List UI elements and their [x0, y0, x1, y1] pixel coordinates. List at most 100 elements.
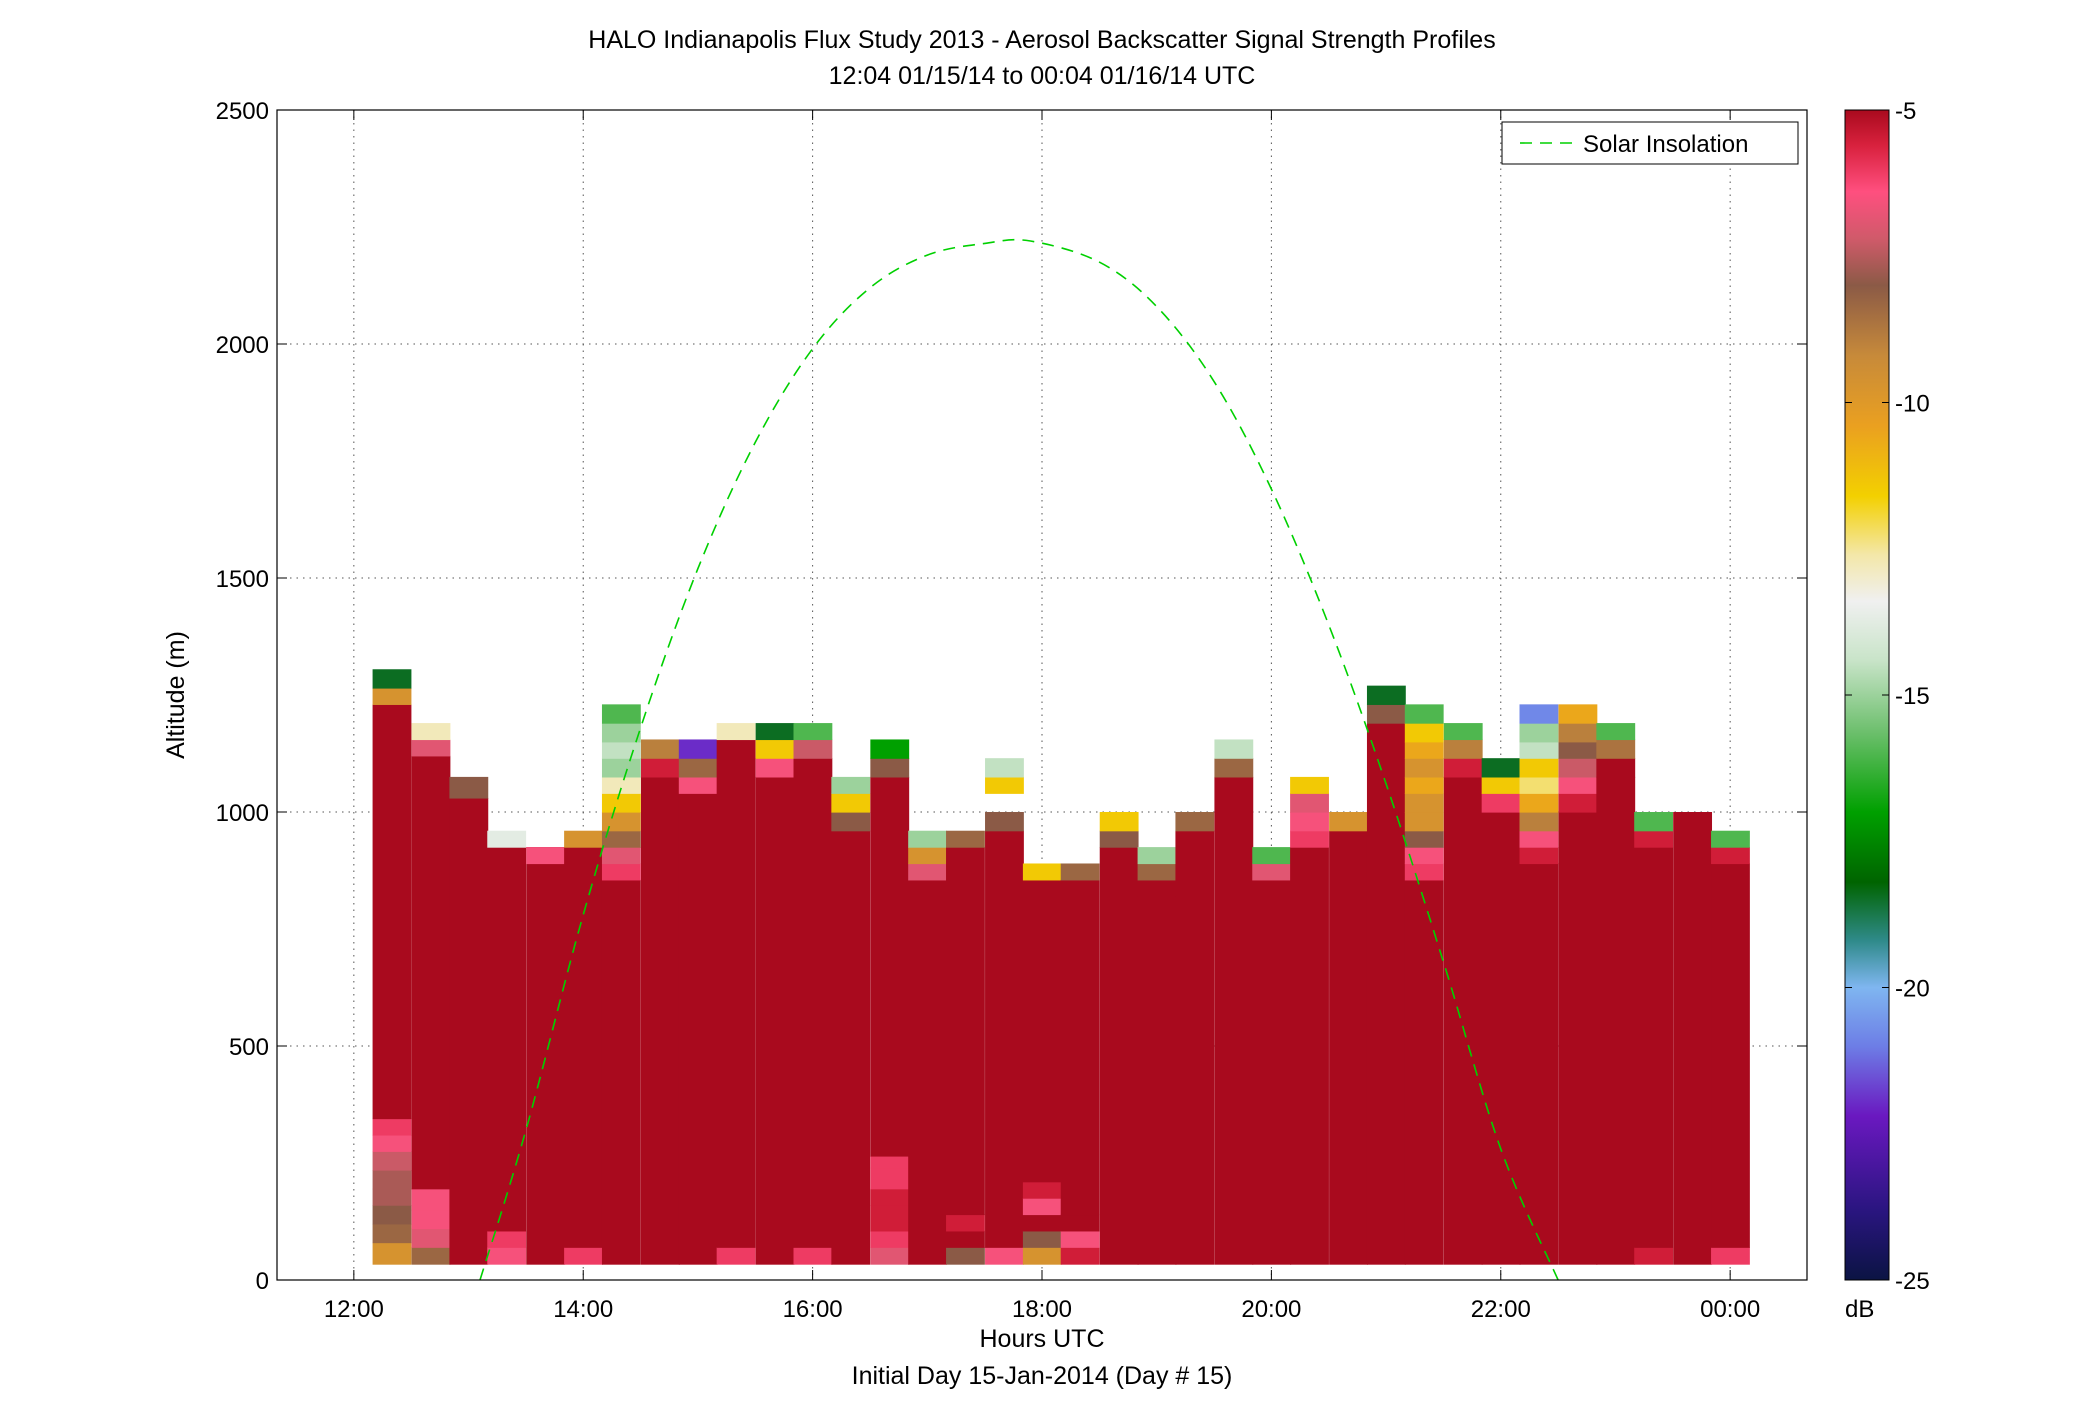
heatmap-cell — [1252, 863, 1292, 881]
heatmap-cells — [372, 669, 1750, 1265]
heatmap-cell — [1214, 776, 1254, 1265]
heatmap-cell — [1481, 776, 1521, 794]
heatmap-cell — [1060, 1247, 1100, 1265]
heatmap-cell — [716, 1247, 756, 1265]
heatmap-cell — [1519, 847, 1559, 865]
heatmap-cell — [1290, 793, 1329, 813]
heatmap-cell — [678, 793, 718, 1265]
heatmap-cell — [1634, 830, 1674, 848]
heatmap-cell — [372, 1223, 412, 1244]
heatmap-cell — [831, 830, 871, 1265]
heatmap-cell — [601, 758, 641, 778]
heatmap-cell — [601, 776, 641, 794]
heatmap-cell — [1404, 704, 1444, 724]
heatmap-cell — [601, 793, 641, 813]
heatmap-cell — [1022, 863, 1062, 881]
heatmap-cell — [1404, 879, 1444, 1265]
heatmap-cell — [1558, 812, 1598, 1265]
heatmap-cell — [985, 1247, 1024, 1265]
heatmap-cell — [908, 863, 948, 881]
x-axis-label: Hours UTC — [979, 1325, 1104, 1353]
heatmap-cell — [678, 758, 718, 778]
heatmap-cell — [1329, 812, 1368, 832]
y-axis-label: Altitude (m) — [162, 631, 190, 759]
x-tick-label: 12:00 — [324, 1296, 384, 1323]
colorbar-tick-label: -5 — [1895, 98, 1916, 125]
heatmap-cell — [793, 1247, 833, 1265]
heatmap-cell — [1329, 830, 1368, 1265]
heatmap-cell — [372, 1134, 412, 1152]
heatmap-cell — [1022, 1214, 1062, 1232]
axis-ticks: 12:00 14:00 16:00 18:00 20:00 22:00 00:00 0 500 1… — [216, 98, 1807, 1323]
heatmap-cell — [564, 1247, 603, 1265]
heatmap-cell — [831, 776, 871, 794]
heatmap-cell — [372, 1170, 412, 1190]
heatmap-cell — [487, 847, 527, 1232]
heatmap-cell — [372, 669, 412, 689]
heatmap-cell — [1022, 1230, 1062, 1248]
heatmap-cell — [1022, 879, 1062, 1183]
heatmap-cell — [946, 847, 985, 1216]
heatmap-cell — [601, 863, 641, 881]
heatmap-cell — [755, 758, 795, 778]
heatmap-cell — [1290, 812, 1329, 832]
x-tick-label: 14:00 — [553, 1296, 613, 1323]
heatmap-cell — [564, 830, 603, 848]
heatmap-cell — [1099, 847, 1139, 1265]
x-tick-label: 22:00 — [1471, 1296, 1531, 1323]
heatmap-cell — [1558, 793, 1598, 813]
heatmap-cell — [870, 776, 910, 1157]
heatmap-cell — [487, 830, 527, 848]
heatmap-cell — [1711, 1247, 1750, 1265]
x-tick-label: 20:00 — [1241, 1296, 1301, 1323]
heatmap-cell — [985, 812, 1024, 832]
y-tick-label: 1500 — [216, 566, 269, 593]
heatmap-cell — [1137, 896, 1177, 1265]
heatmap-cell — [1214, 739, 1254, 759]
heatmap-cell — [985, 758, 1024, 778]
heatmap-cell — [1404, 793, 1444, 813]
y-tick-label: 1000 — [216, 800, 269, 827]
heatmap-cell — [870, 739, 910, 759]
heatmap-cell — [1137, 879, 1177, 897]
heatmap-cell — [1596, 723, 1636, 741]
heatmap-cell — [1022, 1247, 1062, 1265]
colorbar-unit-label: dB — [1845, 1296, 1874, 1323]
heatmap-cell — [716, 723, 756, 741]
heatmap-cell — [449, 797, 489, 1265]
heatmap-cell — [1404, 847, 1444, 865]
heatmap-cell — [526, 847, 566, 865]
heatmap-cell — [1137, 863, 1177, 881]
heatmap-cell — [1099, 830, 1139, 848]
heatmap-cell — [1519, 812, 1559, 832]
heatmap-cell — [1711, 830, 1750, 848]
heatmap-cell — [1481, 812, 1521, 1265]
y-tick-label: 2500 — [216, 98, 269, 125]
heatmap-cell — [372, 1118, 412, 1136]
heatmap-cell — [411, 739, 451, 757]
heatmap-cell — [601, 741, 641, 759]
heatmap-cell — [1404, 830, 1444, 848]
heatmap-cell — [1519, 793, 1559, 813]
heatmap-cell — [601, 812, 641, 832]
heatmap-cell — [755, 776, 795, 1265]
heatmap-cell — [1404, 776, 1444, 794]
heatmap-cell — [1558, 758, 1598, 778]
heatmap-cell — [1443, 758, 1483, 778]
heatmap-cell — [755, 739, 795, 759]
heatmap-cell — [793, 758, 833, 1248]
heatmap-cell — [1214, 758, 1254, 778]
heatmap-cell — [411, 723, 451, 741]
y-tick-label: 0 — [256, 1268, 269, 1295]
heatmap-cell — [1558, 741, 1598, 759]
heatmap-cell — [1519, 830, 1559, 848]
heatmap-cell — [1558, 704, 1598, 724]
heatmap-cell — [870, 1247, 910, 1265]
heatmap-cell — [1711, 863, 1750, 1248]
heatmap-cell — [716, 739, 756, 1248]
colorbar-gradient — [1844, 109, 1890, 1281]
heatmap-cell — [1252, 879, 1292, 1265]
heatmap-cell — [908, 879, 948, 1265]
heatmap-cell — [601, 830, 641, 848]
